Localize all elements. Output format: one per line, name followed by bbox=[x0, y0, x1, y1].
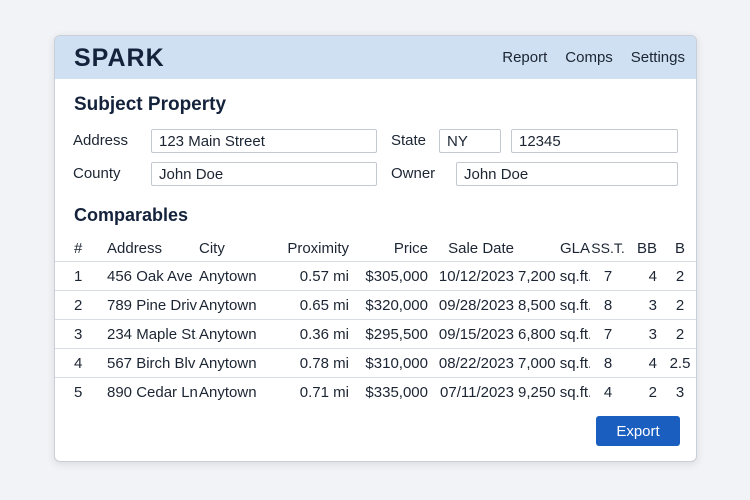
row-proximity: 0.36 mi bbox=[299, 326, 349, 343]
table-row[interactable]: 5 890 Cedar Ln Anytown 0.71 mi $335,000 … bbox=[55, 378, 696, 407]
table-header: # Address City Proximity Price Sale Date… bbox=[55, 235, 696, 262]
export-button[interactable]: Export bbox=[596, 416, 680, 446]
col-header-gla: GLA bbox=[559, 240, 590, 257]
address-label: Address bbox=[73, 132, 129, 149]
row-city: Anytown bbox=[199, 268, 257, 285]
row-sale-date: 07/11/2023 bbox=[440, 384, 514, 401]
row-bedrooms: 4 bbox=[648, 268, 657, 285]
table-row[interactable]: 3 234 Maple St. Anytown 0.36 mi $295,500… bbox=[55, 320, 696, 349]
row-proximity: 0.57 mi bbox=[299, 268, 349, 285]
row-number: 2 bbox=[74, 297, 83, 314]
row-gla: 8,500 sq.ft. bbox=[518, 297, 590, 314]
row-bedrooms: 4 bbox=[648, 355, 657, 372]
row-number: 1 bbox=[74, 268, 83, 285]
state-field[interactable] bbox=[439, 129, 501, 153]
row-address: 234 Maple St. bbox=[107, 326, 197, 343]
nav-comps[interactable]: Comps bbox=[565, 49, 613, 66]
row-city: Anytown bbox=[199, 297, 257, 314]
row-price: $295,500 bbox=[365, 326, 428, 343]
col-header-proximity: Proximity bbox=[287, 240, 349, 257]
row-sale-date: 09/28/2023 bbox=[438, 297, 514, 314]
row-baths: 2 bbox=[675, 297, 685, 314]
top-bar: SPARK Report Comps Settings bbox=[55, 36, 696, 79]
row-address: 789 Pine Driv bbox=[107, 297, 197, 314]
app-window: SPARK Report Comps Settings Subject Prop… bbox=[54, 35, 697, 462]
row-sale-date: 09/15/2023 bbox=[438, 326, 514, 343]
row-stories: 8 bbox=[603, 355, 613, 372]
col-header-number: # bbox=[74, 240, 83, 257]
row-sale-date: 10/12/2023 bbox=[438, 268, 514, 285]
address-field[interactable] bbox=[151, 129, 377, 153]
row-gla: 7,000 sq.ft. bbox=[518, 355, 590, 372]
row-baths: 2 bbox=[675, 326, 685, 343]
table-row[interactable]: 2 789 Pine Driv Anytown 0.65 mi $320,000… bbox=[55, 291, 696, 320]
col-header-sale-date: Sale Date bbox=[448, 240, 514, 257]
row-baths: 3 bbox=[675, 384, 685, 401]
row-price: $320,000 bbox=[365, 297, 428, 314]
row-number: 5 bbox=[74, 384, 83, 401]
row-proximity: 0.65 mi bbox=[299, 297, 349, 314]
row-gla: 9,250 sq.ft. bbox=[518, 384, 590, 401]
row-price: $310,000 bbox=[365, 355, 428, 372]
table-row[interactable]: 4 567 Birch Blv Anytown 0.78 mi $310,000… bbox=[55, 349, 696, 378]
row-city: Anytown bbox=[199, 384, 257, 401]
nav-report[interactable]: Report bbox=[502, 49, 548, 66]
row-stories: 4 bbox=[603, 384, 613, 401]
table-row[interactable]: 1 456 Oak Ave Anytown 0.57 mi $305,000 1… bbox=[55, 262, 696, 291]
row-bedrooms: 2 bbox=[648, 384, 657, 401]
row-gla: 7,200 sq.ft. bbox=[518, 268, 590, 285]
row-price: $335,000 bbox=[365, 384, 428, 401]
row-address: 456 Oak Ave bbox=[107, 268, 193, 285]
row-sale-date: 08/22/2023 bbox=[438, 355, 514, 372]
row-gla: 6,800 sq.ft. bbox=[518, 326, 590, 343]
comparables-table: # Address City Proximity Price Sale Date… bbox=[55, 235, 696, 407]
row-stories: 8 bbox=[603, 297, 613, 314]
row-city: Anytown bbox=[199, 326, 257, 343]
row-bedrooms: 3 bbox=[648, 326, 657, 343]
comparables-title: Comparables bbox=[74, 205, 189, 225]
county-label: County bbox=[73, 165, 121, 182]
row-number: 4 bbox=[74, 355, 83, 372]
top-nav: Report Comps Settings bbox=[484, 49, 685, 66]
zip-field[interactable] bbox=[511, 129, 678, 153]
row-stories: 7 bbox=[603, 326, 613, 343]
col-header-stories: SS.T. bbox=[591, 240, 625, 256]
subject-property-title: Subject Property bbox=[74, 94, 227, 115]
col-header-price: Price bbox=[393, 240, 428, 257]
nav-settings[interactable]: Settings bbox=[630, 49, 685, 66]
row-baths: 2.5 bbox=[669, 355, 691, 372]
row-baths: 2 bbox=[675, 268, 685, 285]
row-city: Anytown bbox=[199, 355, 257, 372]
row-stories: 7 bbox=[603, 268, 613, 285]
col-header-bedrooms: BB bbox=[636, 240, 657, 257]
owner-field[interactable] bbox=[456, 162, 678, 186]
row-address: 890 Cedar Ln bbox=[107, 384, 197, 401]
county-field[interactable] bbox=[151, 162, 377, 186]
col-header-baths: B bbox=[674, 240, 685, 257]
row-bedrooms: 3 bbox=[648, 297, 657, 314]
row-number: 3 bbox=[74, 326, 83, 343]
row-address: 567 Birch Blv bbox=[107, 355, 196, 372]
col-header-address: Address bbox=[107, 240, 163, 257]
row-proximity: 0.71 mi bbox=[299, 384, 349, 401]
brand-logo: SPARK bbox=[74, 44, 165, 72]
owner-label: Owner bbox=[391, 165, 436, 182]
state-label: State bbox=[391, 132, 427, 149]
row-proximity: 0.78 mi bbox=[299, 355, 349, 372]
row-price: $305,000 bbox=[365, 268, 428, 285]
col-header-city: City bbox=[199, 240, 225, 257]
